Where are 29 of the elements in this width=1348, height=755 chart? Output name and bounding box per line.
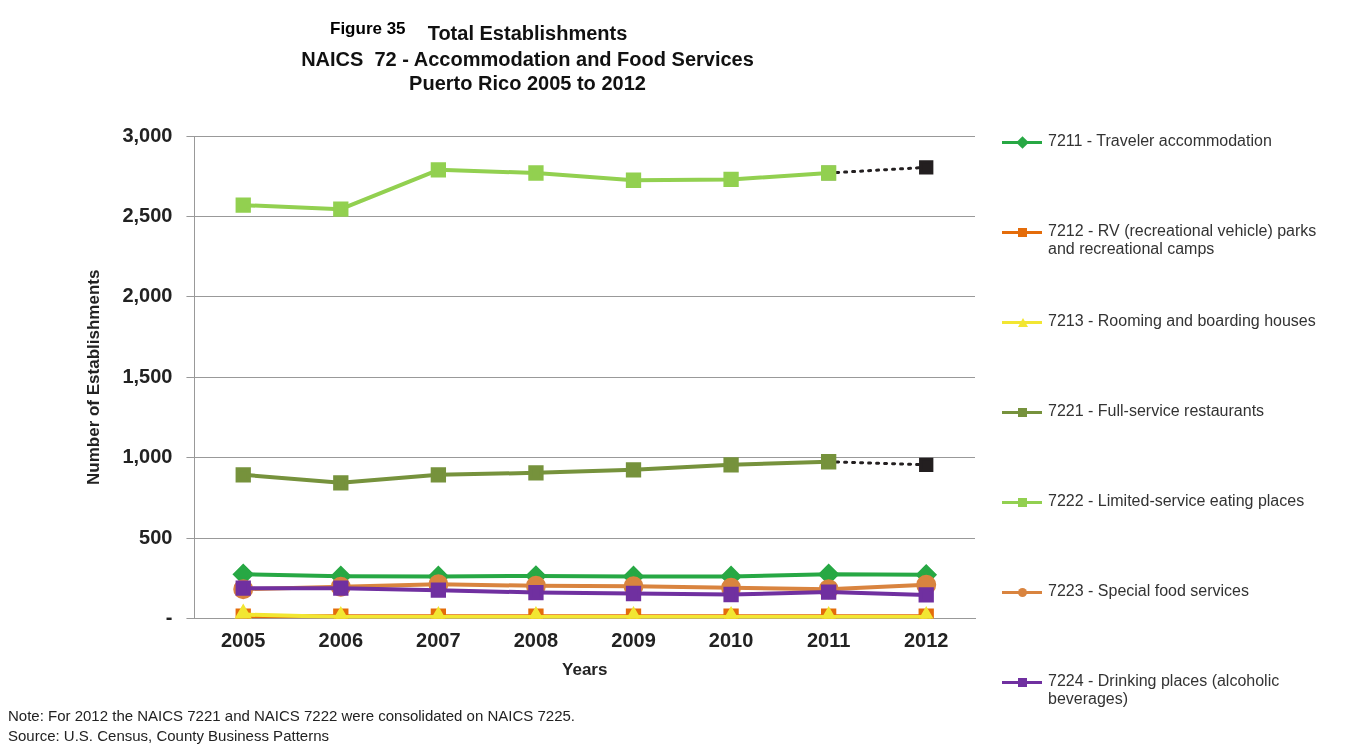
x-tick-label: 2007 — [416, 629, 461, 652]
legend-label: 7221 - Full-service restaurants — [1048, 402, 1265, 420]
legend-label: 7224 - Drinking places (alcoholic beverages) — [1048, 672, 1281, 708]
y-tick-label: 500 — [139, 525, 173, 548]
x-axis-title: Years — [562, 660, 608, 680]
legend-label: 7211 - Traveler accommodation — [1048, 132, 1272, 150]
legend-label: 7213 - Rooming and boarding houses — [1048, 312, 1316, 330]
chart-title: Total Establishments — [427, 21, 628, 44]
y-tick-label: 3,000 — [122, 123, 173, 146]
y-tick-label: 1,500 — [122, 364, 173, 387]
x-tick-label: 2009 — [611, 629, 656, 652]
x-tick-label: 2008 — [513, 629, 559, 652]
x-tick-label: 2011 — [806, 629, 851, 652]
y-tick-label: - — [165, 606, 173, 629]
caption: Figure 35 — [330, 19, 406, 39]
chart-subtitle: NAICS 72 - Accommodation and Food Services Puerto Rico 2005 to 2012 — [301, 47, 754, 94]
text: Note: For 2012 the NAICS 7221 and NAICS 7222 were consolidated on NAICS 7225. — [8, 706, 576, 726]
x-tick-label: 2006 — [318, 629, 364, 652]
legend-label: 7222 - Limited-service eating places — [1048, 492, 1305, 510]
y-axis-title: Number of Establishments — [83, 269, 103, 485]
y-tick-label: 1,000 — [122, 445, 173, 468]
y-tick-label: 2,500 — [122, 203, 173, 226]
x-tick-label: 2005 — [220, 629, 266, 652]
x-tick-label: 2010 — [708, 629, 754, 652]
legend-label: 7212 - RV (recreational vehicle) parks and recreational camps — [1048, 222, 1318, 258]
x-tick-label: 2012 — [903, 629, 949, 652]
source-note: Source: U.S. Census, County Business Patterns — [8, 726, 330, 746]
legend-label: 7223 - Special food services — [1048, 582, 1249, 600]
y-tick-label: 2,000 — [122, 284, 173, 307]
